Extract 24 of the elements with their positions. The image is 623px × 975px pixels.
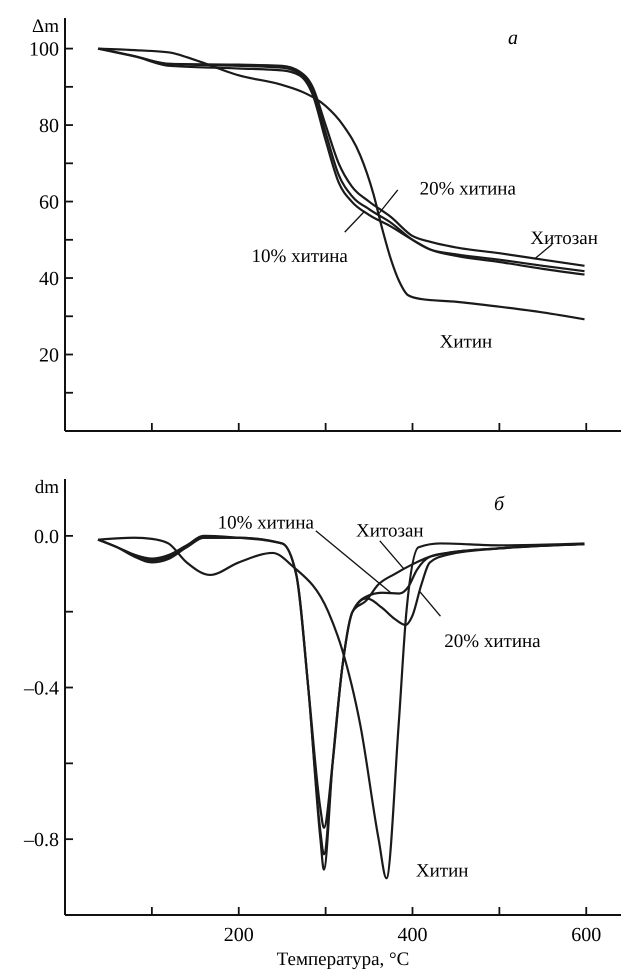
x-axis-title: Температура, °C: [276, 949, 410, 970]
annotation: Хитозан: [530, 228, 598, 249]
y-tick-label: –0.8: [23, 829, 59, 852]
x-tick-label: 600: [571, 924, 602, 946]
y-tick-label: –0.4: [23, 678, 59, 700]
x-tick-label: 200: [224, 924, 254, 946]
y-axis-title: dm: [34, 477, 60, 498]
annotation: 10% хитина: [252, 246, 348, 267]
annotation: Хитин: [440, 331, 492, 352]
annotation: 10% хитина: [218, 512, 314, 534]
annotation: Хитозан: [356, 520, 424, 542]
annotation: 20% хитина: [444, 630, 542, 652]
x-tick-label: 400: [398, 924, 428, 946]
y-axis-title: Δm: [32, 16, 60, 37]
annotation: 20% хитина: [420, 178, 516, 200]
y-tick-label: 80: [39, 115, 59, 138]
y-tick-label: 0.0: [34, 526, 59, 548]
annotation: а: [508, 27, 518, 49]
y-tick-label: 60: [39, 192, 59, 214]
annotation: б: [494, 493, 505, 515]
y-tick-label: 100: [29, 38, 59, 61]
y-tick-label: 40: [39, 268, 59, 290]
annotation: Хитин: [416, 860, 468, 882]
y-tick-label: 20: [39, 344, 59, 367]
